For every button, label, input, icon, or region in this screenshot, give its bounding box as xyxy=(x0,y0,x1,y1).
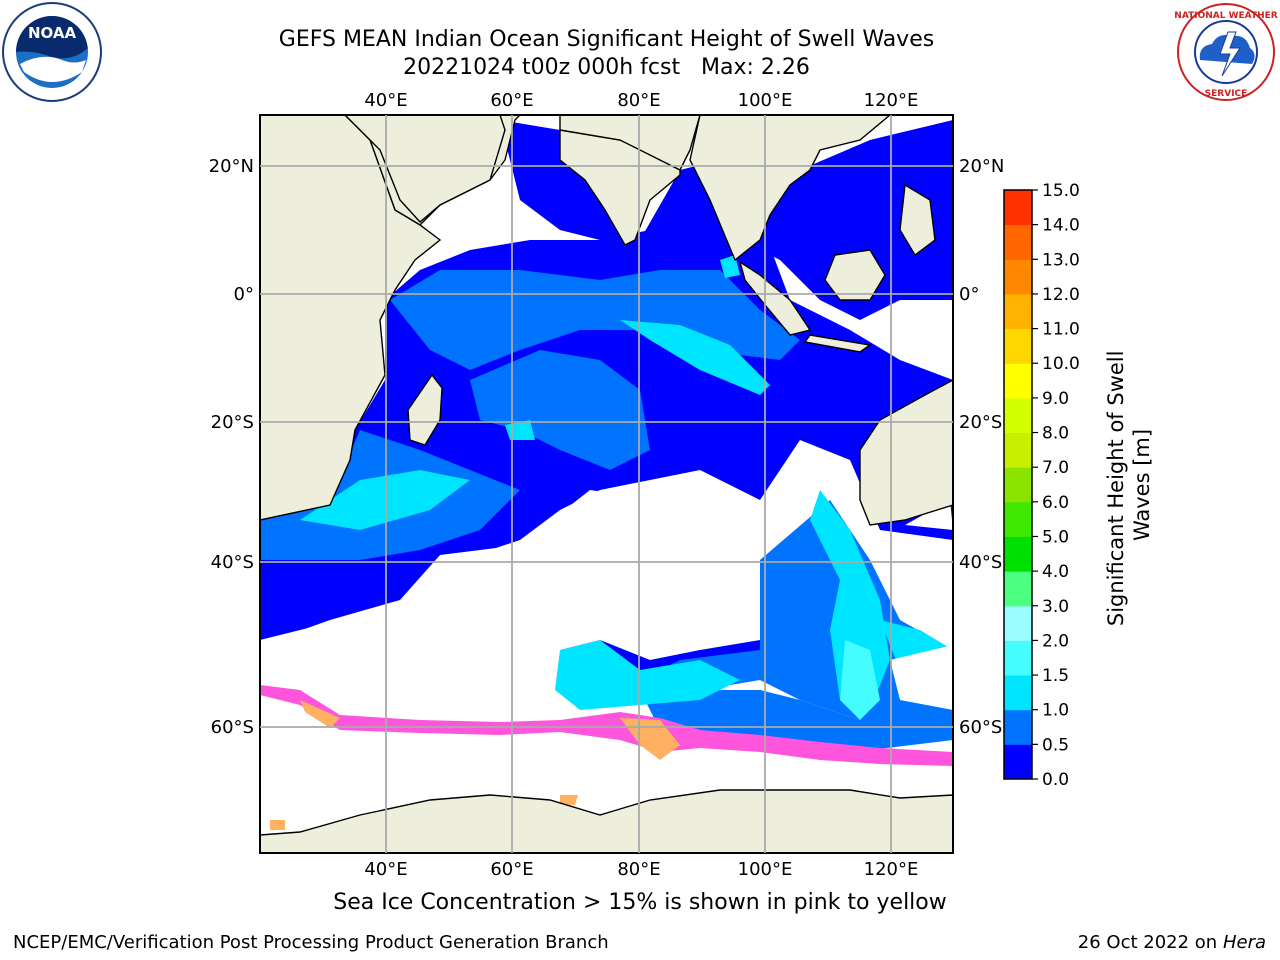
lon-tick-bottom: 120°E xyxy=(864,859,919,880)
sea-ice-caption: Sea Ice Concentration > 15% is shown in … xyxy=(333,890,947,915)
colorbar-tick-label: 1.0 xyxy=(1042,701,1069,721)
colorbar-tick-label: 0.0 xyxy=(1042,770,1069,790)
noaa-logo-text: NOAA xyxy=(28,24,77,42)
colorbar-swatch xyxy=(1004,744,1032,780)
lon-tick-top: 120°E xyxy=(864,90,919,111)
footer-credit: NCEP/EMC/Verification Post Processing Pr… xyxy=(13,932,609,953)
map-frame xyxy=(259,114,954,854)
colorbar-swatch xyxy=(1004,363,1032,399)
colorbar-label-line1: Significant Height of Swell xyxy=(1104,351,1128,627)
colorbar-tick-label: 3.0 xyxy=(1042,597,1069,617)
colorbar-frame xyxy=(1003,189,1033,780)
lon-labels-top: 40°E 60°E 80°E 100°E 120°E xyxy=(364,90,918,111)
swell-height-field xyxy=(260,115,953,853)
colorbar-tick-label: 7.0 xyxy=(1042,458,1069,478)
colorbar-swatch xyxy=(1004,501,1032,537)
colorbar-swatch xyxy=(1004,709,1032,745)
colorbar-label: Significant Height of Swell Waves [m] xyxy=(1104,344,1154,626)
lat-tick-right: 20°S xyxy=(959,412,1002,433)
colorbar-tick-label: 1.5 xyxy=(1042,666,1069,686)
lat-tick-left: 0° xyxy=(234,284,254,305)
colorbar-swatch xyxy=(1004,675,1032,711)
footer-date-text: 26 Oct 2022 on xyxy=(1077,932,1223,953)
colorbar-tick-label: 10.0 xyxy=(1042,354,1080,374)
colorbar-tick-label: 13.0 xyxy=(1042,250,1080,270)
colorbar-tick-label: 12.0 xyxy=(1042,285,1080,305)
lon-tick-top: 100°E xyxy=(738,90,793,111)
lat-labels-left: 20°N 0° 20°S 40°S 60°S xyxy=(209,156,254,738)
colorbar-tick-label: 9.0 xyxy=(1042,389,1069,409)
colorbar-swatch xyxy=(1004,190,1032,226)
colorbar-tick-label: 15.0 xyxy=(1042,181,1080,201)
lon-labels-bottom: 40°E 60°E 80°E 100°E 120°E xyxy=(364,859,918,880)
colorbar: 0.0 0.5 1.0 1.5 2.0 3.0 4.0 5.0 6.0 7.0 8.0 9.0 10.0… xyxy=(1003,181,1080,790)
colorbar-swatch xyxy=(1004,640,1032,676)
colorbar-swatch xyxy=(1004,536,1032,572)
chart-title: GEFS MEAN Indian Ocean Significant Heigh… xyxy=(278,27,935,52)
chart-subtitle: 20221024 t00z 000h fcst Max: 2.26 xyxy=(403,55,810,80)
colorbar-tick-label: 4.0 xyxy=(1042,562,1069,582)
lon-tick-top: 60°E xyxy=(490,90,533,111)
colorbar-swatch xyxy=(1004,224,1032,260)
lat-tick-left: 40°S xyxy=(211,552,254,573)
colorbar-label-line2: Waves [m] xyxy=(1130,429,1154,541)
land-masses xyxy=(260,115,953,853)
lat-tick-right: 0° xyxy=(959,284,979,305)
colorbar-tick-label: 14.0 xyxy=(1042,216,1080,236)
nws-logo: NATIONAL WEATHER SERVICE xyxy=(1174,3,1278,101)
noaa-logo: NOAA xyxy=(2,2,102,102)
colorbar-swatch xyxy=(1004,432,1032,468)
footer-date: 26 Oct 2022 on Hera xyxy=(1078,932,1266,953)
svg-text:NATIONAL WEATHER: NATIONAL WEATHER xyxy=(1174,11,1277,21)
lon-tick-top: 40°E xyxy=(364,90,407,111)
lat-tick-left: 60°S xyxy=(211,717,254,738)
colorbar-swatch xyxy=(1004,328,1032,364)
colorbar-swatch xyxy=(1004,571,1032,607)
colorbar-tick-label: 6.0 xyxy=(1042,493,1069,513)
lat-tick-left: 20°N xyxy=(209,156,254,177)
colorbar-swatch xyxy=(1004,605,1032,641)
lat-tick-left: 20°S xyxy=(211,412,254,433)
colorbar-swatch xyxy=(1004,259,1032,295)
lat-labels-right: 20°N 0° 20°S 40°S 60°S xyxy=(959,156,1004,738)
colorbar-tick-label: 11.0 xyxy=(1042,320,1080,340)
lon-tick-top: 80°E xyxy=(617,90,660,111)
colorbar-swatch xyxy=(1004,397,1032,434)
lon-tick-bottom: 60°E xyxy=(490,859,533,880)
lat-tick-right: 60°S xyxy=(959,717,1002,738)
lon-tick-bottom: 40°E xyxy=(364,859,407,880)
colorbar-tick-label: 2.0 xyxy=(1042,631,1069,651)
lon-tick-bottom: 80°E xyxy=(617,859,660,880)
colorbar-tick-label: 8.0 xyxy=(1042,424,1069,444)
colorbar-swatch xyxy=(1004,293,1032,330)
lon-tick-bottom: 100°E xyxy=(738,859,793,880)
lat-tick-right: 40°S xyxy=(959,552,1002,573)
footer-host: Hera xyxy=(1222,932,1266,953)
colorbar-tick-label: 0.5 xyxy=(1042,735,1069,755)
svg-text:SERVICE: SERVICE xyxy=(1205,89,1248,99)
map-gridlines xyxy=(260,115,953,853)
colorbar-tick-label: 5.0 xyxy=(1042,527,1069,547)
lat-tick-right: 20°N xyxy=(959,156,1004,177)
colorbar-swatch xyxy=(1004,467,1032,503)
